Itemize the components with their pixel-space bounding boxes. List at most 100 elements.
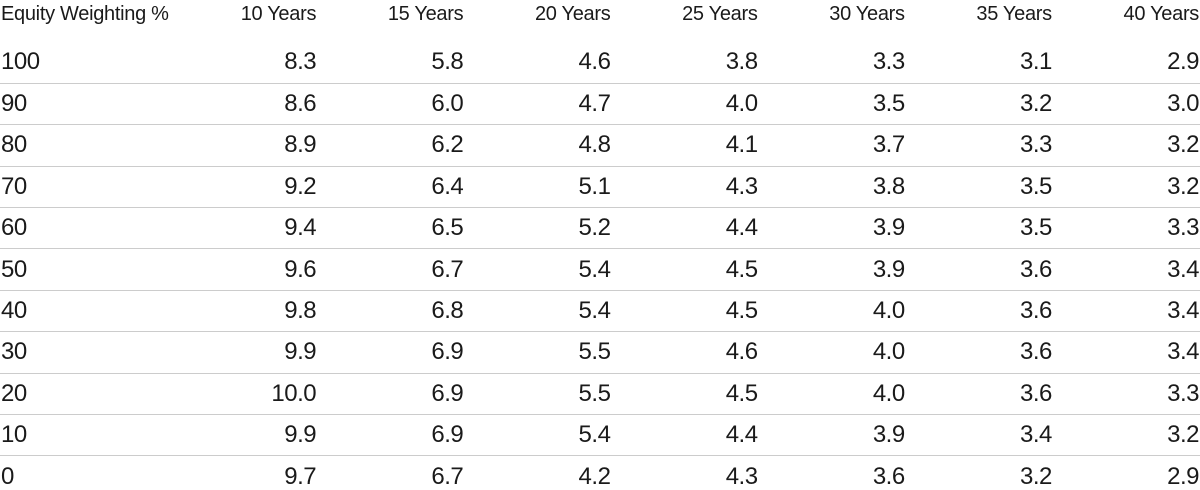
header-10-years: 10 Years — [240, 3, 317, 25]
cell-value: 9.2 — [170, 165, 318, 208]
cell-value: 6.7 — [317, 248, 465, 291]
cell-value: 4.3 — [611, 455, 759, 490]
cell-value: 4.5 — [611, 289, 759, 332]
cell-value: 4.2 — [464, 455, 612, 490]
row-label: 50 — [0, 248, 170, 291]
cell-value: 9.8 — [170, 289, 318, 332]
cell-value: 4.5 — [611, 372, 759, 415]
header-15-years: 15 Years — [387, 3, 464, 25]
cell-value: 6.8 — [317, 289, 465, 332]
cell-value: 4.0 — [758, 289, 906, 332]
table-row: 20 10.0 6.9 5.5 4.5 4.0 3.6 3.3 — [0, 372, 1200, 415]
header-equity-weighting: Equity Weighting % — [1, 3, 169, 25]
cell-value: 6.7 — [317, 455, 465, 490]
cell-value: 9.6 — [170, 248, 318, 291]
cell-value: 5.4 — [464, 414, 612, 456]
header-25-years: 25 Years — [682, 3, 758, 25]
cell-value: 4.6 — [578, 48, 611, 76]
row-label: 90 — [0, 82, 170, 125]
cell-value: 8.6 — [170, 82, 318, 125]
cell-value: 3.7 — [758, 124, 906, 167]
cell-value: 8.9 — [170, 124, 318, 167]
cell-value: 5.5 — [464, 372, 612, 415]
row-label: 20 — [0, 372, 170, 415]
cell-value: 5.4 — [464, 248, 612, 291]
cell-value: 6.9 — [317, 414, 465, 456]
table-row: 0 9.7 6.7 4.2 4.3 3.6 3.2 2.9 — [0, 455, 1200, 490]
cell-value: 3.6 — [905, 248, 1053, 291]
row-label: 0 — [0, 455, 170, 490]
cell-value: 3.3 — [905, 124, 1053, 167]
cell-value: 4.8 — [464, 124, 612, 167]
cell-value: 3.2 — [1052, 414, 1200, 456]
cell-value: 3.8 — [725, 48, 758, 76]
cell-value: 4.1 — [611, 124, 759, 167]
cell-value: 5.5 — [464, 331, 612, 374]
cell-value: 3.1 — [1019, 48, 1052, 76]
cell-value: 3.2 — [1052, 124, 1200, 167]
cell-value: 5.1 — [464, 165, 612, 208]
cell-value: 3.3 — [1052, 372, 1200, 415]
cell-value: 4.5 — [611, 248, 759, 291]
row-label: 70 — [0, 165, 170, 208]
row-label: 80 — [0, 124, 170, 167]
cell-value: 4.4 — [611, 207, 759, 249]
row-label: 60 — [0, 207, 170, 249]
cell-value: 10.0 — [170, 372, 318, 415]
table-row: 80 8.9 6.2 4.8 4.1 3.7 3.3 3.2 — [0, 124, 1200, 167]
cell-value: 9.4 — [170, 207, 318, 249]
table-row: 10 9.9 6.9 5.4 4.4 3.9 3.4 3.2 — [0, 414, 1200, 456]
cell-value: 3.5 — [905, 207, 1053, 249]
cell-value: 3.6 — [905, 331, 1053, 374]
cell-value: 6.9 — [317, 331, 465, 374]
cell-value: 3.2 — [1052, 165, 1200, 208]
cell-value: 6.9 — [317, 372, 465, 415]
cell-value: 4.0 — [758, 331, 906, 374]
cell-value: 3.6 — [905, 289, 1053, 332]
table-row: 40 9.8 6.8 5.4 4.5 4.0 3.6 3.4 — [0, 289, 1200, 332]
cell-value: 3.0 — [1052, 82, 1200, 125]
cell-value: 9.9 — [170, 331, 318, 374]
cell-value: 9.9 — [170, 414, 318, 456]
table-row: 90 8.6 6.0 4.7 4.0 3.5 3.2 3.0 — [0, 82, 1200, 125]
cell-value: 5.4 — [464, 289, 612, 332]
cell-value: 3.4 — [1052, 289, 1200, 332]
cell-value: 2.9 — [1052, 455, 1200, 490]
cell-value: 4.4 — [611, 414, 759, 456]
cell-value: 6.2 — [317, 124, 465, 167]
cell-value: 4.0 — [758, 372, 906, 415]
header-40-years: 40 Years — [1123, 3, 1200, 25]
cell-value: 3.2 — [905, 82, 1053, 125]
cell-value: 3.9 — [758, 414, 906, 456]
table-row: 50 9.6 6.7 5.4 4.5 3.9 3.6 3.4 — [0, 248, 1200, 291]
header-30-years: 30 Years — [829, 3, 905, 25]
cell-value: 3.4 — [905, 414, 1053, 456]
table-row: 30 9.9 6.9 5.5 4.6 4.0 3.6 3.4 — [0, 331, 1200, 374]
row-label: 30 — [0, 331, 170, 374]
cell-value: 4.7 — [464, 82, 612, 125]
cell-value: 4.6 — [611, 331, 759, 374]
cell-value: 3.5 — [905, 165, 1053, 208]
cell-value: 3.4 — [1052, 248, 1200, 291]
cell-value: 3.4 — [1052, 331, 1200, 374]
cell-value: 6.5 — [317, 207, 465, 249]
table-row: 60 9.4 6.5 5.2 4.4 3.9 3.5 3.3 — [0, 207, 1200, 249]
header-row: Equity Weighting % 10 Years 15 Years 20 Ye… — [0, 0, 1200, 42]
cell-value: 3.6 — [758, 455, 906, 490]
cell-value: 4.0 — [611, 82, 759, 125]
cell-value: 6.4 — [317, 165, 465, 208]
cell-value: 4.3 — [611, 165, 759, 208]
table-row: 100 8.3 5.8 4.6 3.8 3.3 3.1 2.9 — [0, 42, 1200, 83]
cell-value: 8.3 — [284, 48, 317, 76]
row-label: 100 — [1, 48, 40, 76]
row-label: 40 — [0, 289, 170, 332]
header-20-years: 20 Years — [534, 3, 611, 25]
cell-value: 5.2 — [464, 207, 612, 249]
cell-value: 3.3 — [1052, 207, 1200, 249]
cell-value: 5.8 — [431, 48, 464, 76]
cell-value: 6.0 — [317, 82, 465, 125]
cell-value: 3.9 — [758, 207, 906, 249]
table-body: 100 8.3 5.8 4.6 3.8 3.3 3.1 2.9 90 8.6 6.0 4.7 4.0 3.… — [0, 42, 1200, 490]
cell-value: 3.8 — [758, 165, 906, 208]
